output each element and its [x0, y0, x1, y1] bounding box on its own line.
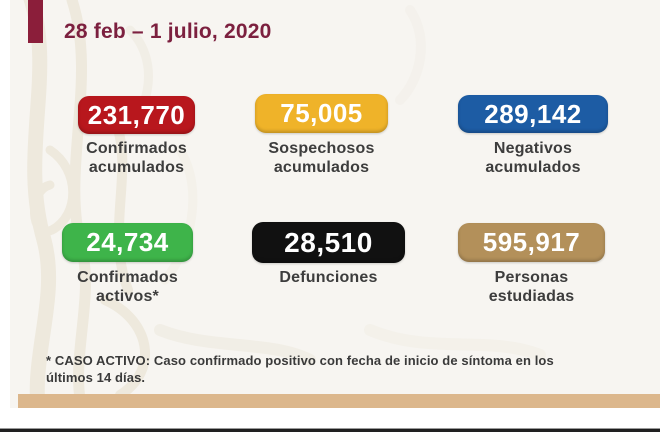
stat-value-pill: 289,142 — [458, 95, 608, 133]
stat-value: 24,734 — [86, 227, 169, 257]
stat-label: Confirmados acumulados — [86, 140, 187, 176]
bottom-tan-bar — [18, 394, 660, 408]
bottom-divider-line — [0, 428, 660, 432]
active-case-footnote: * CASO ACTIVO: Caso confirmado positivo … — [46, 353, 554, 385]
stat-value-pill: 231,770 — [78, 96, 195, 134]
stat-label: Negativos acumulados — [485, 140, 581, 176]
maroon-accent-bar — [28, 0, 43, 43]
stat-value: 595,917 — [482, 227, 581, 257]
stat-label: Confirmados activos* — [77, 269, 178, 305]
date-range-title: 28 feb – 1 julio, 2020 — [64, 20, 272, 43]
greca-watermark-pattern — [23, 0, 546, 408]
stat-value: 28,510 — [284, 226, 373, 258]
stat-label: Personas estudiadas — [488, 269, 575, 305]
stat-label: Defunciones — [279, 269, 378, 286]
stat-value-pill: 595,917 — [458, 223, 605, 262]
stat-value-pill: 24,734 — [62, 223, 193, 262]
stat-value: 289,142 — [484, 98, 582, 129]
stat-value: 231,770 — [87, 99, 186, 130]
stat-value-pill: 28,510 — [252, 222, 405, 263]
stat-value-pill: 75,005 — [255, 94, 388, 133]
stat-label: Sospechosos acumulados — [268, 140, 375, 176]
below-divider-area — [0, 432, 660, 440]
stat-value: 75,005 — [280, 98, 363, 128]
slide-background: 28 feb – 1 julio, 2020 231,770 Confirmad… — [10, 0, 660, 408]
